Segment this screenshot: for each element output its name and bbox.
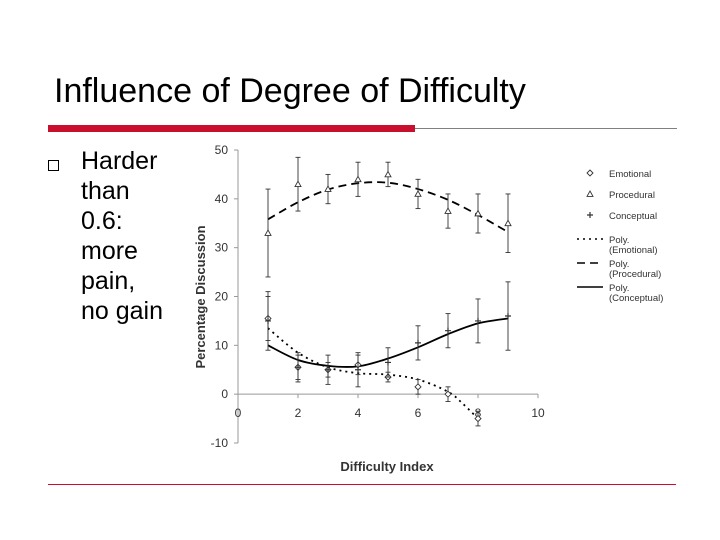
legend-label: Procedural — [609, 190, 655, 201]
difficulty-chart: -10010203040500246810 Difficulty Index P… — [192, 132, 676, 478]
bullet-line: more — [81, 237, 138, 265]
y-tick-label: 10 — [215, 338, 229, 352]
data-point-conceptual — [385, 359, 391, 366]
x-tick-label: 4 — [355, 406, 362, 420]
data-point-conceptual — [505, 313, 511, 320]
bullet-line: 0.6: — [81, 207, 123, 235]
bullet-line: than — [81, 177, 130, 205]
slide-title: Influence of Degree of Difficulty — [54, 72, 526, 110]
data-point-conceptual — [295, 364, 301, 371]
legend-marker — [587, 212, 593, 218]
data-point-conceptual — [445, 327, 451, 334]
y-tick-label: 30 — [215, 241, 229, 255]
legend-label: Poly. — [609, 283, 629, 294]
y-axis-label: Percentage Discussion — [193, 225, 208, 368]
x-axis-label: Difficulty Index — [340, 459, 434, 474]
legend-label: (Conceptual) — [609, 293, 663, 304]
bullet-line: pain, — [81, 267, 136, 295]
title-underline-red — [48, 125, 415, 132]
bullet-square-icon — [48, 160, 59, 171]
chart-legend: EmotionalProceduralConceptualPoly.(Emoti… — [577, 169, 663, 304]
data-point-procedural — [444, 207, 452, 214]
data-point-conceptual — [475, 317, 481, 324]
data-point-conceptual — [265, 317, 271, 324]
data-point-procedural — [294, 180, 302, 188]
data-point-conceptual — [355, 366, 361, 373]
bullet-line: no gain — [81, 297, 164, 325]
legend-label: Poly. — [609, 235, 629, 246]
trendline-dashed — [267, 181, 509, 233]
data-point-procedural — [414, 190, 422, 197]
legend-label: (Procedural) — [609, 269, 661, 280]
data-point-procedural — [264, 229, 272, 236]
legend-marker — [586, 169, 594, 177]
legend-marker — [586, 190, 594, 197]
data-point-conceptual — [415, 339, 421, 346]
data-point-emotional — [414, 383, 422, 391]
legend-label: Emotional — [609, 169, 651, 180]
y-tick-label: 20 — [215, 290, 229, 304]
title-underline-gray — [415, 128, 677, 129]
legend-label: (Emotional) — [609, 245, 658, 256]
bullet-text: Harder than 0.6: more pain, no gain — [81, 146, 163, 326]
data-point-procedural — [324, 185, 332, 192]
x-tick-label: 10 — [531, 406, 545, 420]
y-tick-label: 40 — [215, 192, 229, 206]
legend-label: Conceptual — [609, 211, 657, 222]
data-point-procedural — [504, 219, 512, 227]
y-tick-label: 0 — [221, 387, 228, 401]
bottom-rule — [48, 484, 676, 485]
y-tick-label: -10 — [211, 436, 229, 450]
y-tick-label: 50 — [215, 143, 229, 157]
bullet-line: Harder — [81, 147, 158, 175]
data-point-emotional — [474, 414, 482, 423]
legend-label: Poly. — [609, 259, 629, 270]
data-point-procedural — [384, 170, 392, 178]
data-point-procedural — [474, 209, 482, 217]
x-tick-label: 2 — [295, 406, 302, 420]
data-point-conceptual — [325, 366, 331, 373]
data-point-procedural — [354, 175, 362, 183]
x-tick-label: 0 — [235, 406, 242, 420]
data-point-emotional — [444, 390, 452, 398]
x-tick-label: 6 — [415, 406, 422, 420]
